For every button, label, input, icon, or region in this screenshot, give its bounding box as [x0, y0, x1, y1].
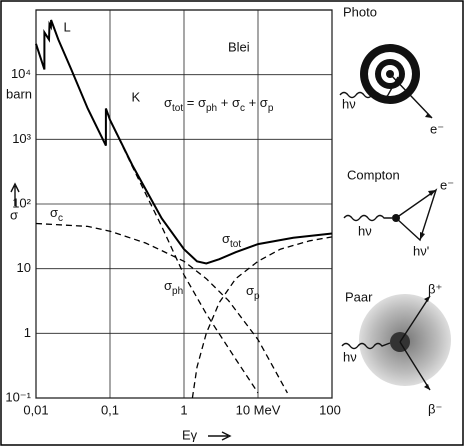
formula-part: + σ [245, 95, 268, 110]
pair-sketch [341, 294, 451, 391]
panel-label: hν [358, 223, 372, 238]
series-line [191, 236, 333, 399]
series-line [109, 119, 259, 394]
series-line [35, 19, 333, 265]
formula-sub: ph [206, 103, 217, 114]
y-tick-label: 10⁴ [11, 66, 31, 81]
y-arrow [10, 182, 20, 206]
edge-label: L [63, 19, 70, 34]
y-tick-label: 10³ [12, 131, 31, 146]
x-tick-label: 10 MeV [236, 402, 281, 417]
y-tick-label: 10⁻¹ [5, 389, 31, 404]
series-label: σph [164, 278, 183, 296]
formula-sub: tot [172, 103, 183, 114]
panel-label: hν' [413, 243, 429, 258]
panel-label: e⁻ [430, 121, 444, 136]
x-tick-label: 0,1 [101, 402, 119, 417]
y-tick-label: 10 [17, 260, 31, 275]
panel-title: Paar [345, 289, 373, 304]
photo-target [339, 44, 433, 119]
x-arrow [208, 431, 232, 441]
panel-label: hν [343, 349, 357, 364]
panel-title: Compton [347, 167, 400, 182]
formula-sub: c [240, 103, 245, 114]
panel-label: β⁻ [428, 401, 442, 416]
series-label: σtot [222, 231, 241, 249]
panel-title: Photo [343, 4, 377, 19]
x-tick-label: 100 [319, 402, 341, 417]
series-label: σp [246, 283, 260, 301]
formula-part: = σ [183, 95, 206, 110]
edge-label: K [132, 89, 141, 104]
panel-label: hν [342, 96, 356, 111]
panel-label: e⁻ [440, 177, 454, 192]
y-tick-label: 1 [24, 325, 31, 340]
formula-part: + σ [217, 95, 240, 110]
x-axis-label: Eγ [182, 427, 198, 442]
formula-part: σ [164, 95, 172, 110]
y-axis-label: σ [10, 207, 18, 222]
y-unit: barn [6, 86, 32, 101]
formula-sub: p [268, 103, 274, 114]
x-tick-label: 1 [180, 402, 187, 417]
annotation: Blei [228, 39, 250, 54]
series-label: σc [50, 205, 63, 223]
panel-label: β⁺ [428, 281, 442, 296]
series-line [35, 222, 288, 394]
formula: σtot = σph + σc + σp [164, 95, 274, 113]
x-tick-label: 0,01 [23, 402, 48, 417]
y-tick-label: 10² [12, 195, 31, 210]
compton-sketch [343, 188, 438, 242]
